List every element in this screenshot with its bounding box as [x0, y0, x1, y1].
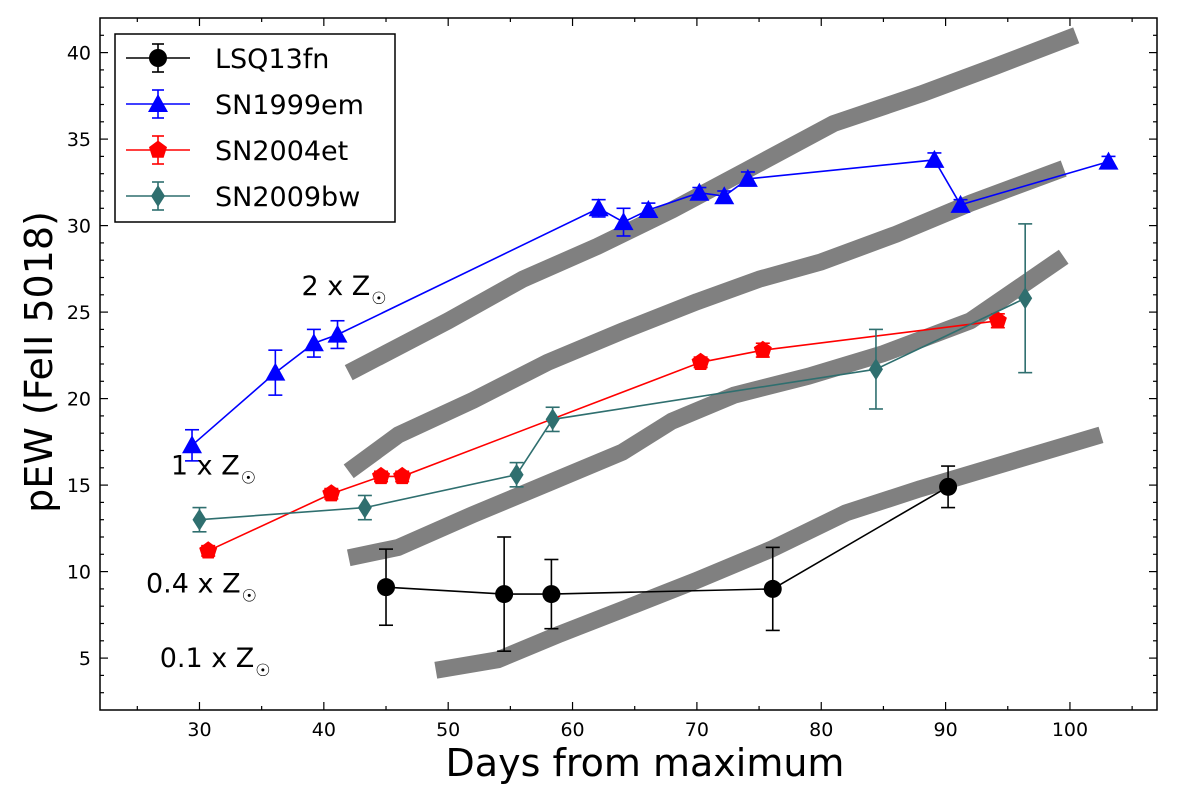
solar-symbol: ☉	[255, 661, 270, 681]
legend-item-lsq13fn: LSQ13fn	[126, 43, 329, 75]
data-point	[924, 149, 945, 168]
y-tick-label: 5	[79, 648, 91, 670]
y-tick-label: 40	[67, 43, 91, 65]
y-tick-label: 20	[67, 389, 91, 411]
band-label: 0.4 x Z	[146, 568, 241, 599]
solar-symbol: ☉	[371, 289, 386, 309]
band-label: 1 x Z	[171, 451, 240, 482]
x-tick-label: 70	[685, 719, 709, 741]
y-axis-title: pEW (FeII 5018)	[17, 211, 61, 513]
series-sn1999em	[182, 149, 1119, 462]
x-tick-label: 40	[312, 719, 336, 741]
data-point	[377, 578, 396, 597]
model-band-1	[344, 27, 1080, 381]
data-point	[988, 311, 1007, 329]
legend-marker	[151, 185, 165, 207]
data-point	[372, 466, 391, 485]
data-point	[542, 585, 561, 604]
data-series	[182, 149, 1119, 652]
x-tick-label: 50	[436, 719, 460, 741]
data-point	[691, 352, 710, 370]
legend-label: SN2009bw	[215, 182, 360, 213]
x-axis-title: Days from maximum	[446, 741, 845, 785]
series-sn2009bw	[192, 223, 1033, 533]
data-point	[327, 324, 348, 343]
legend-label: SN2004et	[215, 136, 348, 167]
data-point	[509, 463, 524, 486]
band-annotations: 2 x Z ☉1 x Z ☉0.4 x Z ☉0.1 x Z ☉	[146, 271, 387, 681]
data-point	[868, 358, 883, 381]
legend: LSQ13fn SN1999em SN2004et SN2009bw	[114, 33, 396, 223]
model-band-2	[343, 160, 1067, 479]
y-tick-label: 15	[67, 475, 91, 497]
series-sn2004et	[199, 311, 1007, 559]
data-point	[192, 508, 207, 531]
x-tick-label: 30	[187, 719, 211, 741]
data-point	[545, 408, 560, 431]
data-point	[199, 541, 218, 559]
data-point	[182, 435, 203, 454]
axis-ticks: 30 40 50 60 70 80 90 100 5 10 15 20 25 30 35 40	[67, 18, 1157, 741]
model-band-3	[346, 249, 1069, 567]
y-tick-label: 35	[67, 129, 91, 151]
band-label: 2 x Z	[301, 271, 370, 302]
legend-label: SN1999em	[215, 90, 364, 121]
data-point	[737, 168, 758, 187]
y-tick-label: 10	[67, 562, 91, 584]
data-point	[763, 579, 782, 598]
solar-symbol: ☉	[241, 469, 256, 489]
data-point	[689, 182, 710, 201]
legend-marker	[148, 94, 168, 112]
data-point	[950, 194, 971, 213]
data-point	[1018, 287, 1033, 310]
data-point	[939, 477, 958, 496]
data-point	[638, 200, 659, 219]
x-tick-label: 90	[934, 719, 958, 741]
model-bands	[343, 27, 1104, 679]
data-point	[588, 198, 609, 217]
series-line-sn2009bw	[199, 297, 1026, 521]
legend-item-sn2009bw: SN2009bw	[126, 181, 360, 213]
band-label: 0.1 x Z	[160, 643, 255, 674]
data-point	[265, 362, 286, 381]
data-point	[303, 333, 324, 352]
data-point	[393, 466, 412, 485]
x-tick-label: 80	[809, 719, 833, 741]
series-lsq13fn	[377, 465, 958, 652]
x-tick-label: 100	[1052, 719, 1088, 741]
legend-label: LSQ13fn	[215, 44, 329, 75]
legend-item-sn1999em: SN1999em	[126, 89, 364, 121]
legend-marker	[149, 140, 167, 158]
data-point	[613, 212, 634, 231]
legend-marker	[149, 49, 167, 67]
x-tick-label: 60	[560, 719, 584, 741]
data-point	[322, 484, 341, 502]
data-point	[714, 186, 735, 205]
data-point	[753, 340, 772, 358]
data-point	[495, 585, 514, 604]
model-band-4	[434, 426, 1104, 679]
y-tick-label: 30	[67, 216, 91, 238]
data-point	[1098, 151, 1119, 170]
y-tick-label: 25	[67, 302, 91, 324]
data-point	[357, 496, 372, 519]
solar-symbol: ☉	[242, 586, 257, 606]
legend-item-sn2004et: SN2004et	[126, 135, 348, 167]
